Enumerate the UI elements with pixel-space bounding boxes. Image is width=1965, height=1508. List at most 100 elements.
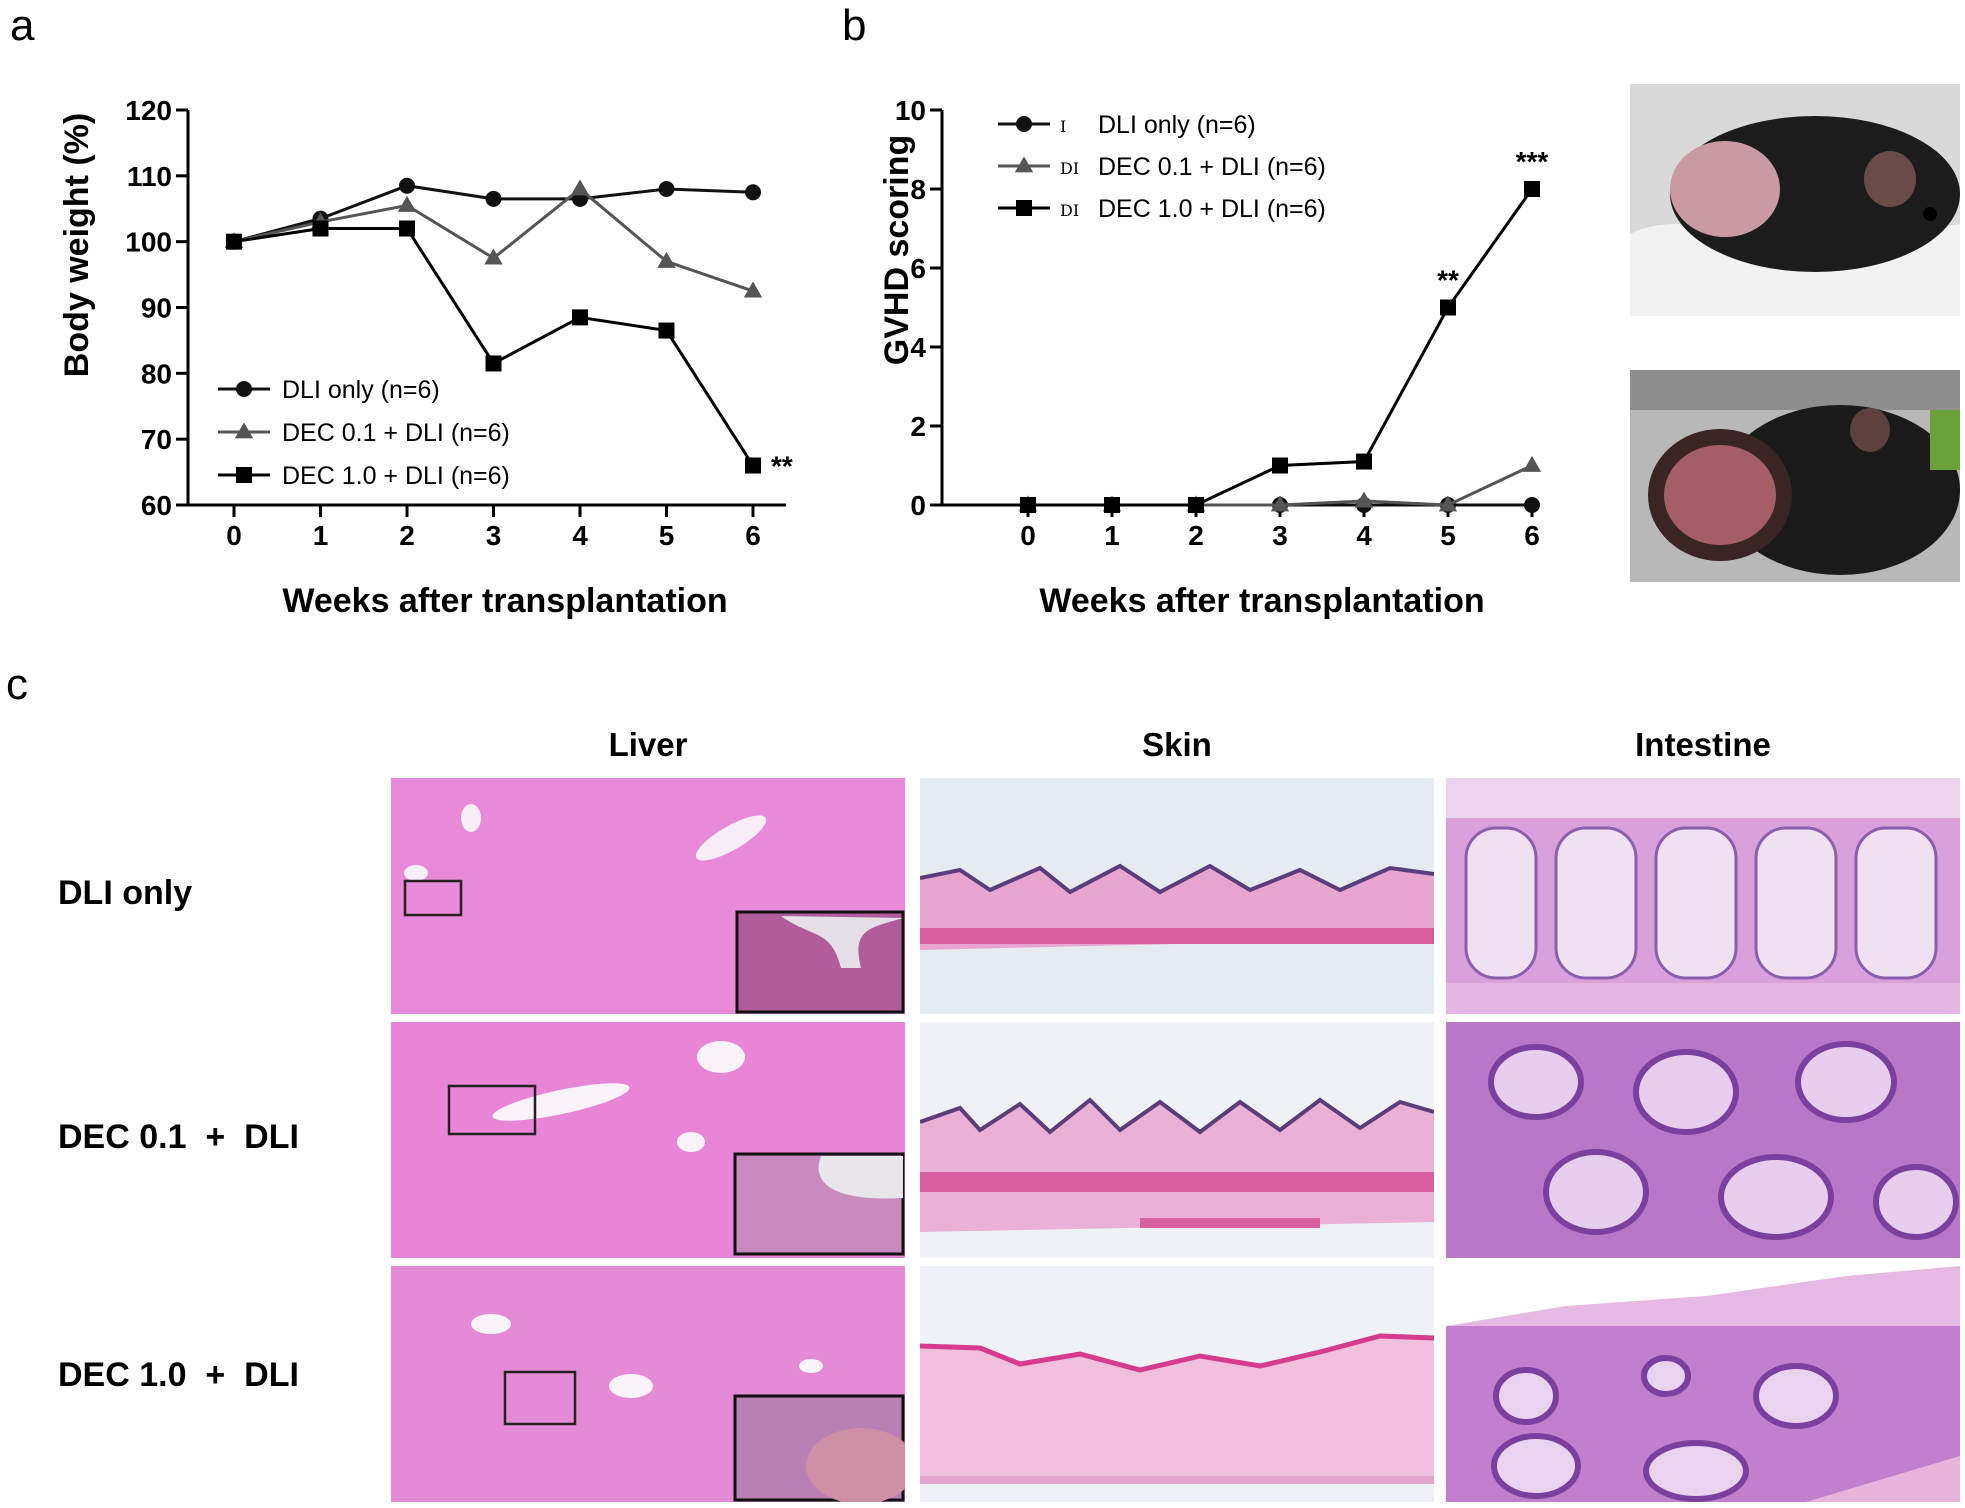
legend-marker: [1014, 156, 1034, 173]
y-axis-title: GVHD scoring: [878, 135, 916, 365]
data-point: [399, 220, 415, 237]
row-head-dli-only: DLI only: [58, 874, 193, 912]
data-point: [658, 181, 675, 197]
significance-label: **: [771, 451, 793, 482]
data-point: [397, 195, 417, 212]
data-point: [1524, 497, 1540, 513]
y-tick-label: 6: [910, 253, 926, 284]
y-tick-label: 70: [141, 424, 172, 455]
y-tick-label: 2: [910, 411, 926, 442]
skin-dli-only-image: [920, 778, 1434, 1014]
x-tick-label: 2: [1188, 520, 1204, 551]
data-point: [226, 233, 242, 250]
col-head-liver: Liver: [608, 726, 688, 763]
data-point: [1188, 497, 1204, 513]
liver-dli-only-image: [391, 778, 905, 1014]
legend-label: DLI only (n=6): [1098, 111, 1256, 139]
significance-label: ***: [1516, 146, 1549, 177]
data-point: [485, 190, 502, 207]
x-tick-label: 3: [1272, 520, 1288, 551]
panel-a-letter: a: [10, 1, 35, 50]
x-tick-label: 5: [1440, 520, 1456, 551]
data-point: [1104, 497, 1120, 513]
liver-dec01-image: [391, 1022, 905, 1258]
legend-label: DEC 0.1 + DLI (n=6): [282, 419, 510, 447]
data-point: [1356, 453, 1372, 470]
legend-glyph: I: [1060, 117, 1066, 136]
data-point: [1270, 495, 1290, 512]
x-tick-label: 1: [313, 520, 329, 551]
legend-label: DEC 1.0 + DLI (n=6): [282, 462, 510, 490]
data-point: [399, 177, 415, 194]
mouse-photo-1: [1630, 84, 1960, 316]
data-point: [745, 184, 761, 201]
legend-label: DLI only (n=6): [282, 376, 440, 404]
data-point: [1440, 299, 1456, 316]
data-point: [1354, 491, 1374, 508]
data-point: [743, 281, 763, 298]
legend-label: DEC 0.1 + DLI (n=6): [1098, 153, 1326, 181]
x-tick-label: 6: [1524, 520, 1540, 551]
data-point: [658, 322, 675, 339]
data-point: [657, 251, 676, 268]
data-point: [745, 457, 761, 474]
y-tick-label: 110: [127, 161, 172, 192]
legend-marker: [1016, 116, 1032, 132]
y-tick-label: 120: [125, 95, 172, 126]
col-head-intestine: Intestine: [1635, 726, 1771, 763]
x-tick-label: 0: [226, 520, 242, 551]
data-point: [312, 220, 329, 237]
data-point: [1524, 181, 1540, 197]
data-point: [485, 355, 502, 372]
data-point: [1020, 497, 1036, 513]
y-tick-label: 90: [141, 293, 172, 324]
x-tick-label: 5: [659, 520, 675, 551]
intestine-dli-only-image: [1446, 778, 1960, 1014]
row-head-dec10: DEC 1.0 + DLI: [58, 1356, 299, 1394]
x-axis-title: Weeks after transplantation: [282, 582, 727, 620]
legend-marker: [1016, 200, 1032, 216]
y-tick-label: 10: [895, 95, 926, 126]
legend-marker: [234, 422, 254, 439]
mouse-photo-2: [1630, 370, 1960, 582]
intestine-dec01-image: [1446, 1022, 1960, 1258]
legend-glyph: DI: [1060, 159, 1079, 178]
body-weight-chart: a 60 70 80 90 100 110 120 0 1 2 3 4 5 6 ** DLI only (n=…: [10, 1, 793, 620]
col-head-skin: Skin: [1142, 726, 1212, 763]
y-tick-label: 100: [125, 227, 172, 258]
legend-marker: [236, 381, 252, 397]
legend-marker: [236, 467, 252, 483]
y-axis-title: Body weight (%): [58, 113, 96, 377]
y-tick-label: 60: [141, 490, 172, 521]
x-tick-label: 3: [486, 520, 502, 551]
x-axis-title: Weeks after transplantation: [1039, 582, 1484, 620]
panel-c-letter: c: [6, 660, 28, 709]
x-tick-label: 1: [1104, 520, 1120, 551]
x-tick-label: 2: [399, 520, 415, 551]
skin-dec01-image: [920, 1022, 1434, 1258]
y-tick-label: 8: [910, 174, 926, 205]
panel-b-letter: b: [842, 1, 866, 50]
data-point: [570, 179, 590, 196]
y-tick-label: 80: [141, 358, 172, 389]
data-point: [1438, 495, 1458, 512]
gvhd-y-title-holder: GVHD scoring: [878, 135, 916, 365]
data-point: [1522, 455, 1542, 472]
legend-label: DEC 1.0 + DLI (n=6): [1098, 195, 1326, 223]
y-tick-label: 4: [910, 332, 926, 363]
intestine-dec10-image: [1446, 1266, 1960, 1502]
liver-dec10-image: [391, 1266, 905, 1502]
y-tick-label: 0: [910, 490, 926, 521]
x-tick-label: 6: [745, 520, 761, 551]
significance-label: **: [1437, 265, 1459, 296]
data-point: [484, 248, 503, 265]
row-head-dec01: DEC 0.1 + DLI: [58, 1118, 299, 1156]
skin-dec10-image: [920, 1266, 1434, 1502]
legend-glyph: DI: [1060, 201, 1079, 220]
x-tick-label: 4: [1356, 520, 1372, 551]
data-point: [572, 309, 588, 326]
data-point: [1272, 457, 1288, 474]
x-tick-label: 4: [572, 520, 588, 551]
